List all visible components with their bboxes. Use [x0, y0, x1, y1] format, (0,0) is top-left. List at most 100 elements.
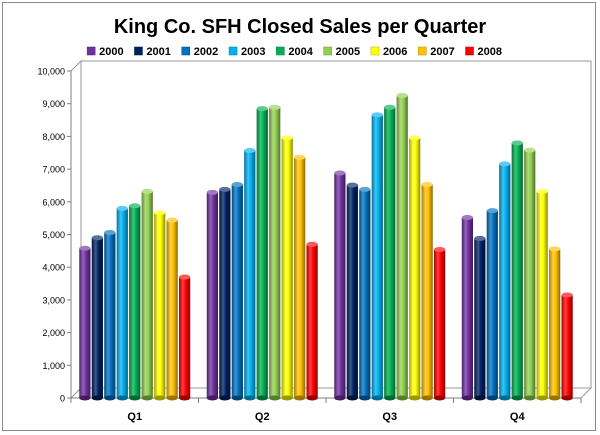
bar-top [561, 292, 573, 298]
bar-base [306, 395, 318, 401]
bar-top [206, 189, 218, 195]
bar-top [104, 230, 116, 236]
bar-top [281, 135, 293, 141]
y-tick-label: 1,000 [42, 361, 65, 371]
legend-swatch [276, 46, 285, 56]
bar-top [179, 274, 191, 280]
bar-base [549, 395, 561, 401]
bar-body [384, 107, 396, 398]
y-tick-label: 4,000 [42, 263, 65, 273]
bar-top [409, 135, 421, 141]
bar-body [474, 238, 486, 398]
bar-base [231, 395, 243, 401]
bar-body [206, 192, 218, 398]
bar-top [499, 161, 511, 167]
legend-swatch [370, 46, 380, 56]
bar-body [434, 249, 446, 398]
bar-base [294, 395, 306, 401]
bar-base [154, 395, 166, 401]
bar-body [486, 210, 498, 398]
bar-base [334, 395, 346, 401]
bar-base [166, 395, 178, 401]
legend-item-2008: 2008 [465, 46, 502, 58]
bar-2001-Q2 [219, 186, 231, 401]
bar-2008-Q2 [306, 241, 318, 401]
bar-2000-Q3 [334, 170, 346, 401]
bar-2005-Q4 [524, 147, 536, 401]
bar-body [359, 189, 371, 398]
bar-top [306, 241, 318, 247]
chart-frame: King Co. SFH Closed Sales per Quarter 20… [2, 2, 596, 431]
bar-2000-Q2 [206, 189, 218, 401]
legend-item-2000: 2000 [86, 46, 124, 58]
bar-body [166, 220, 178, 398]
bar-top [359, 186, 371, 192]
legend-swatch [134, 46, 143, 56]
y-tick-label: 0 [60, 394, 65, 404]
bar-top [231, 181, 243, 187]
bar-2006-Q3 [409, 135, 421, 401]
bar-2002-Q3 [359, 186, 371, 401]
bar-2000-Q1 [79, 245, 91, 401]
bar-body [524, 150, 536, 398]
x-tick-label: Q2 [255, 411, 270, 423]
bar-2003-Q1 [116, 205, 128, 401]
bar-2002-Q2 [231, 181, 243, 401]
bar-top [396, 93, 408, 99]
bar-base [179, 395, 191, 401]
chart-title: King Co. SFH Closed Sales per Quarter [114, 16, 487, 38]
bar-base [79, 395, 91, 401]
bar-top [384, 104, 396, 110]
bar-top [511, 140, 523, 146]
bar-2006-Q4 [536, 188, 548, 401]
bar-top [154, 210, 166, 216]
bar-base [434, 395, 446, 401]
legend-swatch [86, 46, 96, 56]
bar-top [334, 170, 346, 176]
bar-top [141, 188, 153, 194]
bar-body [141, 191, 153, 398]
legend: 2000 2001 2002 2003 2004 2005 2006 2007 2008 [86, 46, 502, 58]
bar-body [294, 157, 306, 398]
bar-body [104, 232, 116, 398]
bar-top [461, 214, 473, 220]
bar-top [219, 186, 231, 192]
legend-label: 2005 [336, 46, 360, 58]
y-tick-label: 6,000 [42, 197, 65, 207]
bar-base [384, 395, 396, 401]
bar-base [219, 395, 231, 401]
bar-top [256, 106, 268, 112]
bar-base [561, 395, 573, 401]
legend-item-2006: 2006 [370, 46, 407, 58]
legend-item-2002: 2002 [181, 46, 218, 58]
y-tick-label: 9,000 [42, 99, 65, 109]
bar-base [91, 395, 103, 401]
bar-2003-Q4 [499, 161, 511, 401]
bar-2004-Q4 [511, 140, 523, 401]
bar-top [79, 245, 91, 251]
bar-2007-Q2 [294, 154, 306, 401]
bar-base [359, 395, 371, 401]
bar-base [524, 395, 536, 401]
bar-top [434, 247, 446, 253]
bar-top [294, 154, 306, 160]
bar-base [486, 395, 498, 401]
bar-2001-Q4 [474, 235, 486, 401]
bar-2001-Q3 [346, 182, 358, 401]
bar-body [79, 248, 91, 398]
bar-body [269, 107, 281, 398]
bar-body [396, 95, 408, 399]
bar-body [561, 294, 573, 398]
legend-label: 2007 [430, 46, 454, 58]
bar-body [91, 237, 103, 398]
bar-base [244, 395, 256, 401]
bar-body [499, 163, 511, 398]
x-tick-label: Q3 [382, 411, 397, 423]
bar-body [461, 217, 473, 398]
legend-label: 2003 [241, 46, 265, 58]
bar-2006-Q1 [154, 210, 166, 401]
legend-item-2001: 2001 [134, 46, 171, 58]
bar-body [371, 114, 383, 399]
legend-swatch [465, 46, 474, 56]
bar-2005-Q3 [396, 93, 408, 401]
